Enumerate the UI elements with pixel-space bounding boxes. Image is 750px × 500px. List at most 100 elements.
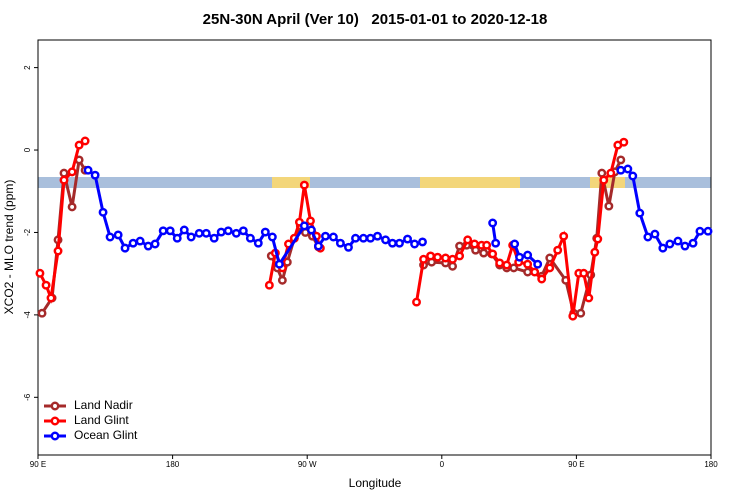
data-point <box>143 241 153 251</box>
x-tick-label: 180 <box>166 460 180 469</box>
data-point <box>67 202 77 212</box>
land-band <box>420 177 520 188</box>
data-point <box>537 274 547 284</box>
data-point <box>619 137 629 147</box>
data-point <box>46 293 56 303</box>
data-point <box>366 233 375 243</box>
data-point <box>482 240 492 250</box>
data-point <box>448 254 458 264</box>
data-point <box>37 308 47 318</box>
data-point <box>606 168 616 178</box>
data-point <box>179 225 189 235</box>
data-point <box>135 236 145 246</box>
data-point <box>680 241 690 251</box>
data-point <box>335 238 345 248</box>
data-point <box>299 221 309 231</box>
data-point <box>479 248 489 258</box>
data-point <box>201 228 211 238</box>
data-point <box>419 254 429 264</box>
data-point <box>623 164 633 174</box>
data-point <box>448 261 458 271</box>
data-point <box>358 233 368 243</box>
series-line <box>87 167 709 268</box>
legend-label: Ocean Glint <box>74 428 138 442</box>
data-point <box>502 260 512 270</box>
data-point <box>658 243 668 253</box>
data-point <box>90 170 100 180</box>
data-point <box>387 238 397 248</box>
land-band <box>272 177 310 188</box>
data-point <box>80 136 90 146</box>
data-point <box>688 238 698 248</box>
data-point <box>53 246 63 256</box>
data-point <box>433 252 443 262</box>
data-point <box>209 233 219 243</box>
x-axis-label: Longitude <box>349 476 402 490</box>
data-point <box>533 259 543 269</box>
data-point <box>510 239 520 249</box>
data-point <box>470 239 480 249</box>
data-point <box>616 165 626 175</box>
data-point <box>530 267 540 277</box>
data-point <box>223 226 233 236</box>
y-tick-label: -4 <box>23 311 32 319</box>
data-point <box>559 231 569 241</box>
data-point <box>426 251 436 261</box>
y-tick-label: -2 <box>23 228 32 236</box>
data-point <box>260 227 270 237</box>
data-point <box>231 228 241 238</box>
data-point <box>267 232 277 242</box>
data-point <box>194 228 204 238</box>
data-point <box>83 165 93 175</box>
data-point <box>553 245 563 255</box>
data-point <box>105 232 115 242</box>
data-point <box>665 239 675 249</box>
data-point <box>650 229 660 239</box>
data-point <box>306 225 316 235</box>
data-point <box>463 235 473 245</box>
data-point <box>381 235 391 245</box>
ocean-band <box>38 177 711 188</box>
chart-title: 25N-30N April (Ver 10) 2015-01-01 to 202… <box>203 11 548 28</box>
data-point <box>150 239 160 249</box>
data-point <box>274 259 284 269</box>
data-point <box>635 208 645 218</box>
data-point <box>593 234 603 244</box>
data-point <box>216 227 226 237</box>
data-point <box>410 239 420 249</box>
data-point <box>628 171 638 181</box>
x-tick-label: 180 <box>704 460 718 469</box>
data-point <box>599 175 609 185</box>
data-point <box>495 258 505 268</box>
data-point <box>158 226 168 236</box>
data-point <box>238 226 248 236</box>
data-point <box>277 275 287 285</box>
data-point <box>703 226 713 236</box>
data-point <box>673 236 683 246</box>
data-point <box>313 241 323 251</box>
data-point <box>41 280 51 290</box>
data-point <box>568 311 578 321</box>
y-tick-label: -6 <box>23 393 32 401</box>
x-tick-label: 90 E <box>30 460 46 469</box>
data-point <box>604 201 614 211</box>
data-point <box>488 249 498 259</box>
data-point <box>412 297 421 307</box>
data-point <box>395 238 404 248</box>
data-point <box>584 293 594 303</box>
data-point <box>616 155 626 165</box>
data-point <box>264 280 274 290</box>
data-point <box>35 268 45 278</box>
data-point <box>455 251 465 261</box>
data-point <box>491 238 501 248</box>
data-point <box>165 226 175 236</box>
data-point <box>344 242 353 252</box>
y-axis-label: XCO2 - MLO trend (ppm) <box>2 180 16 315</box>
data-point <box>306 216 315 226</box>
legend-marker <box>50 401 60 411</box>
land-mask-band <box>38 177 711 188</box>
data-point <box>245 233 255 243</box>
x-tick-label: 0 <box>440 460 445 469</box>
